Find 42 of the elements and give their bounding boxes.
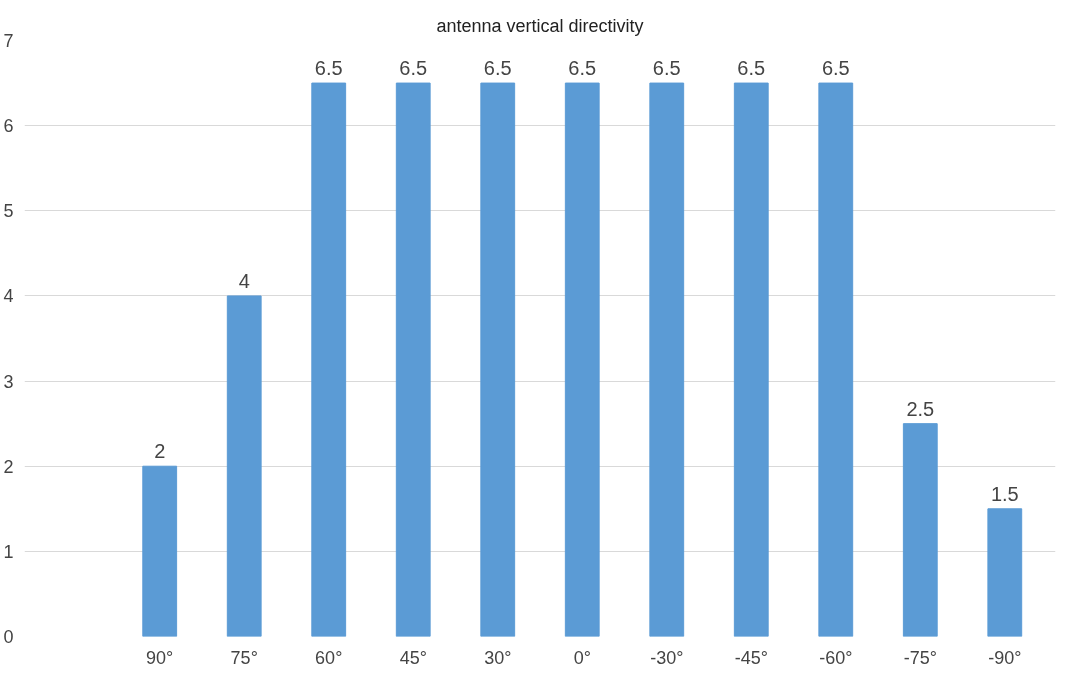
x-tick-label: -30° bbox=[650, 647, 684, 668]
data-label: 6.5 bbox=[821, 57, 850, 80]
x-tick-label: -90° bbox=[988, 647, 1022, 668]
data-label: 6.5 bbox=[652, 57, 681, 80]
x-tick-label: 30° bbox=[484, 647, 512, 668]
y-tick-label: 1 bbox=[3, 541, 14, 562]
chart-title: antenna vertical directivity bbox=[436, 15, 644, 36]
data-label: 4 bbox=[238, 269, 250, 292]
x-tick-label: 90° bbox=[146, 647, 174, 668]
x-tick-label: -75° bbox=[903, 647, 937, 668]
x-tick-label: 75° bbox=[230, 647, 258, 668]
x-tick-label: 0° bbox=[573, 647, 591, 668]
bar bbox=[395, 82, 431, 637]
y-tick-label: 3 bbox=[3, 371, 14, 392]
y-tick-label: 4 bbox=[3, 286, 14, 307]
y-tick-label: 5 bbox=[3, 201, 14, 222]
bar bbox=[818, 82, 854, 637]
bar bbox=[649, 82, 685, 637]
x-tick-label: 45° bbox=[399, 647, 427, 668]
y-tick-label: 7 bbox=[3, 31, 14, 51]
bar bbox=[142, 465, 178, 637]
bar bbox=[733, 82, 769, 637]
data-label: 6.5 bbox=[399, 57, 428, 80]
data-label: 1.5 bbox=[990, 482, 1019, 505]
y-tick-label: 2 bbox=[3, 456, 14, 477]
x-tick-label: 60° bbox=[315, 647, 343, 668]
data-label: 2 bbox=[154, 440, 166, 463]
bar bbox=[480, 82, 516, 637]
data-label: 6.5 bbox=[314, 57, 343, 80]
data-label: 2.5 bbox=[906, 397, 935, 420]
bar bbox=[987, 508, 1023, 637]
x-tick-label: -45° bbox=[734, 647, 768, 668]
bar bbox=[311, 82, 347, 637]
bar bbox=[902, 423, 938, 637]
bar bbox=[564, 82, 600, 637]
x-tick-label: -60° bbox=[819, 647, 853, 668]
data-label: 6.5 bbox=[568, 57, 597, 80]
y-tick-label: 6 bbox=[3, 116, 14, 137]
data-label: 6.5 bbox=[483, 57, 512, 80]
data-label: 6.5 bbox=[737, 57, 766, 80]
y-tick-label: 0 bbox=[3, 627, 14, 647]
bar bbox=[226, 295, 262, 637]
